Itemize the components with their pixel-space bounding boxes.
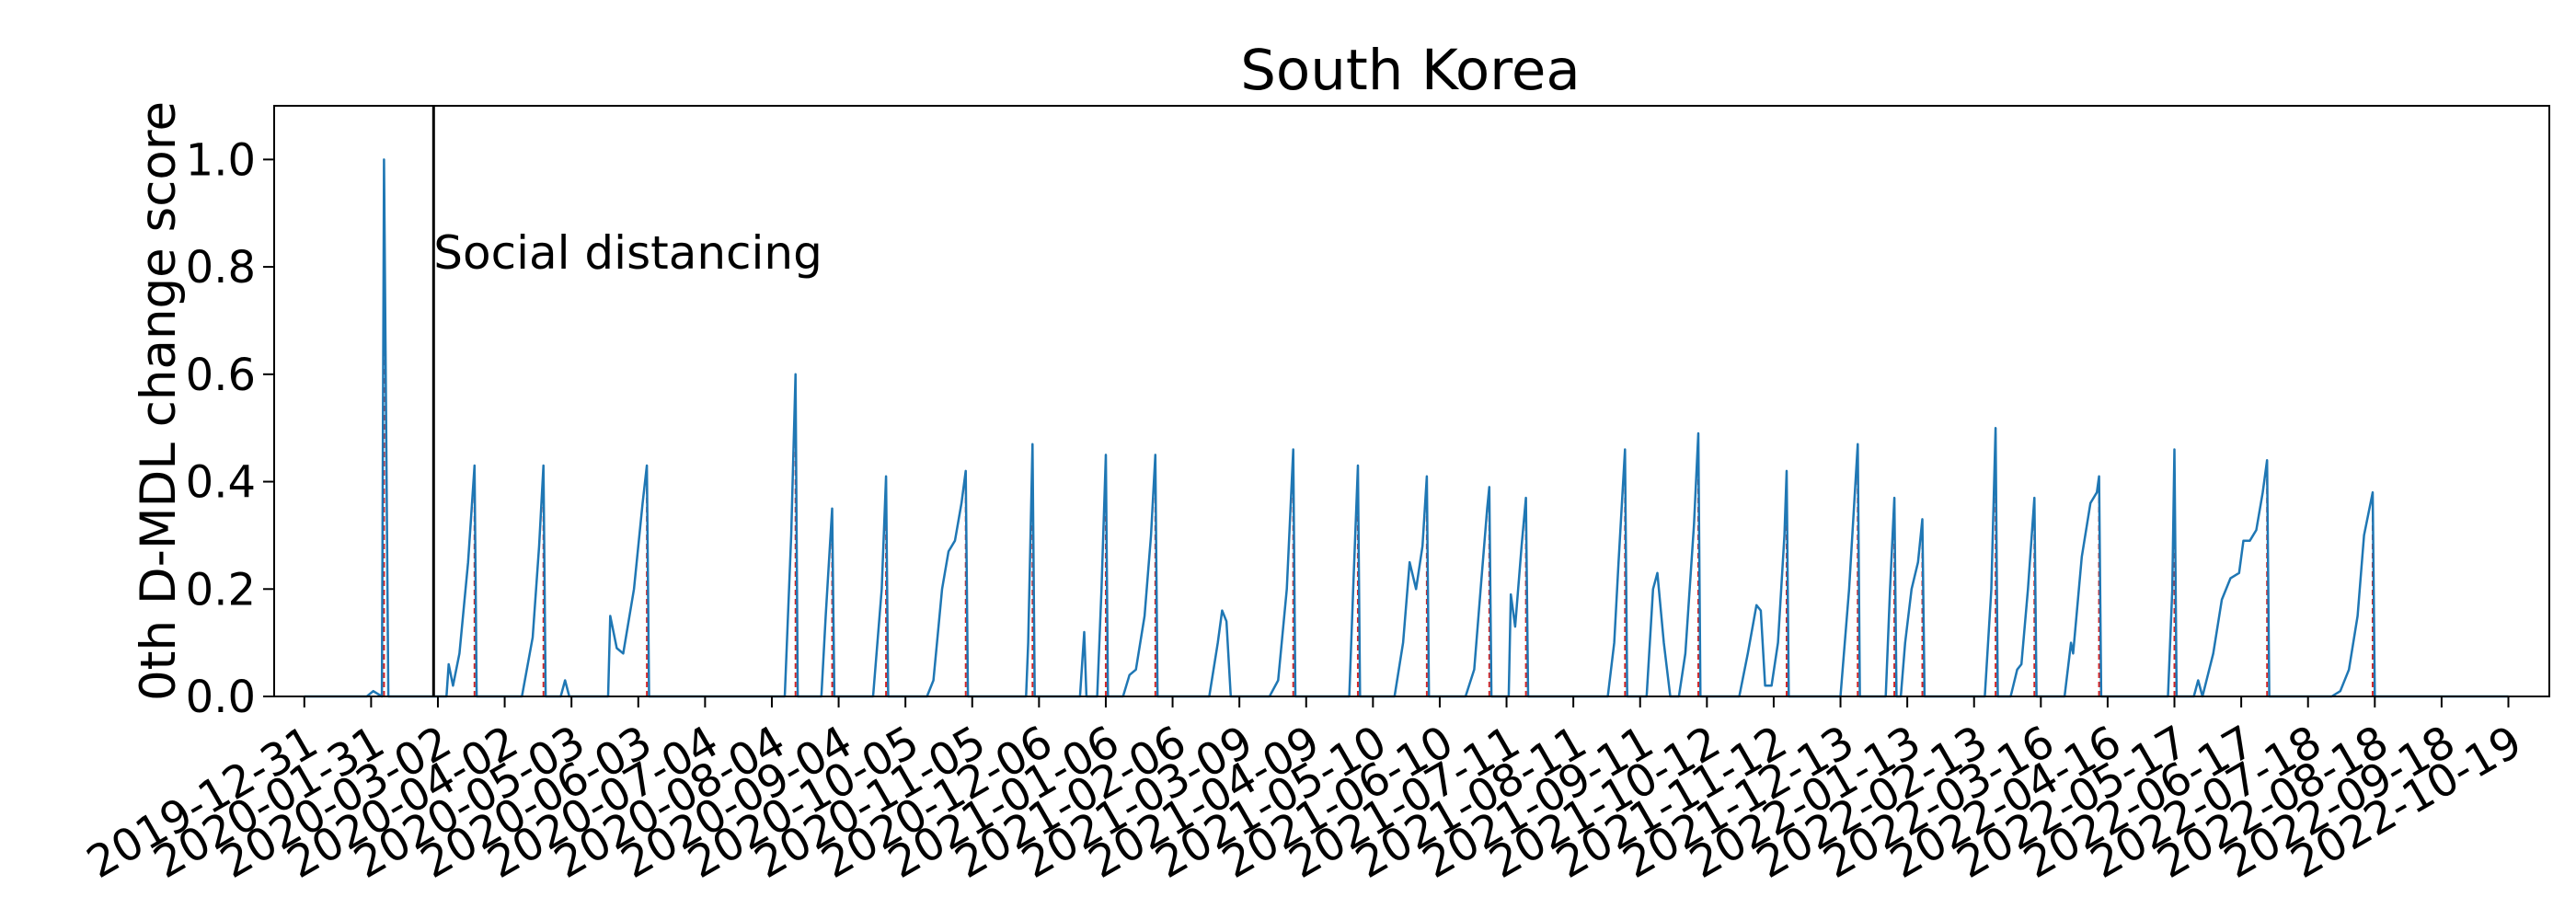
y-tick-label: 0.8 [186,242,256,293]
y-tick-label: 0.6 [186,350,256,401]
y-tick-label: 0.4 [186,457,256,509]
y-tick-label: 0.0 [186,672,256,723]
chart-title: South Korea [1240,38,1581,103]
y-tick-label: 0.2 [186,564,256,615]
y-tick-label: 1.0 [186,134,256,186]
y-axis-title: 0th D-MDL change score [131,101,187,701]
series-line [304,158,2509,698]
x-axis: 2019-12-312020-01-312020-03-022020-04-02… [78,696,2531,889]
y-axis: 0.0 0.2 0.4 0.6 0.8 1.0 [186,134,274,723]
annotations: Social distancing [431,106,822,696]
plot-frame [273,105,2550,697]
event-label: Social distancing [433,226,822,280]
plot-area [304,158,2509,698]
